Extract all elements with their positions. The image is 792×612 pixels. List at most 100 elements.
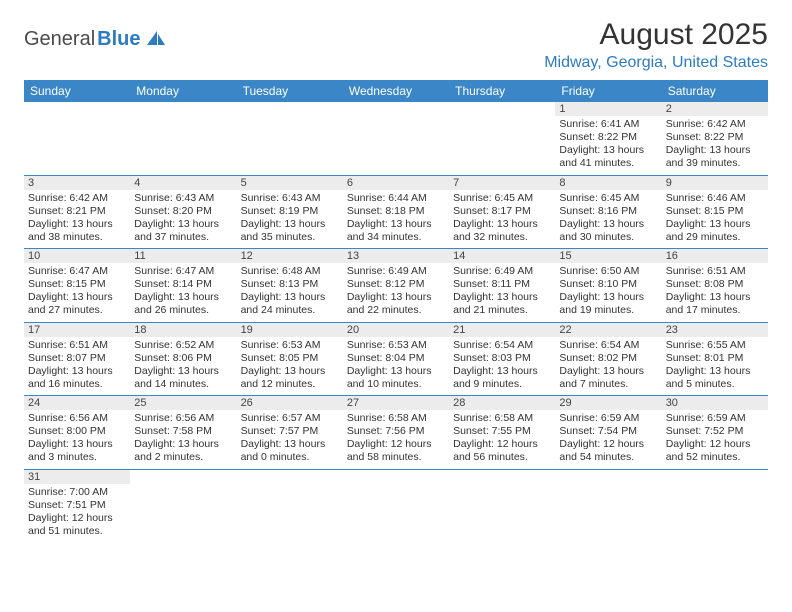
day-number: 7 [449, 176, 555, 190]
day-number: 2 [662, 102, 768, 116]
day-number: 31 [24, 470, 130, 484]
calendar-cell: 17Sunrise: 6:51 AMSunset: 8:07 PMDayligh… [24, 322, 130, 396]
day-detail: Sunrise: 6:55 AM [666, 339, 764, 352]
day-detail: Daylight: 13 hours [241, 218, 339, 231]
calendar-row: 10Sunrise: 6:47 AMSunset: 8:15 PMDayligh… [24, 249, 768, 323]
day-detail: and 29 minutes. [666, 231, 764, 244]
day-number: 28 [449, 396, 555, 410]
day-detail: and 52 minutes. [666, 451, 764, 464]
calendar-cell: 30Sunrise: 6:59 AMSunset: 7:52 PMDayligh… [662, 396, 768, 470]
calendar-cell: 6Sunrise: 6:44 AMSunset: 8:18 PMDaylight… [343, 175, 449, 249]
calendar-cell [237, 469, 343, 542]
day-number: 26 [237, 396, 343, 410]
day-detail: Sunrise: 6:58 AM [453, 412, 551, 425]
day-detail: Sunset: 7:55 PM [453, 425, 551, 438]
day-detail: and 26 minutes. [134, 304, 232, 317]
day-detail: Daylight: 13 hours [241, 438, 339, 451]
calendar-cell: 4Sunrise: 6:43 AMSunset: 8:20 PMDaylight… [130, 175, 236, 249]
day-number: 18 [130, 323, 236, 337]
day-number: 13 [343, 249, 449, 263]
day-detail: Sunrise: 6:43 AM [134, 192, 232, 205]
day-number: 21 [449, 323, 555, 337]
logo-text-general: General [24, 28, 95, 51]
calendar-row: 31Sunrise: 7:00 AMSunset: 7:51 PMDayligh… [24, 469, 768, 542]
calendar-row: 3Sunrise: 6:42 AMSunset: 8:21 PMDaylight… [24, 175, 768, 249]
calendar-cell: 23Sunrise: 6:55 AMSunset: 8:01 PMDayligh… [662, 322, 768, 396]
day-detail: Daylight: 13 hours [559, 365, 657, 378]
day-detail: Sunset: 8:15 PM [666, 205, 764, 218]
day-detail: Sunrise: 6:51 AM [666, 265, 764, 278]
day-detail: Sunset: 8:12 PM [347, 278, 445, 291]
day-detail: Sunrise: 6:53 AM [347, 339, 445, 352]
calendar-cell: 29Sunrise: 6:59 AMSunset: 7:54 PMDayligh… [555, 396, 661, 470]
day-detail: and 2 minutes. [134, 451, 232, 464]
day-header: Thursday [449, 80, 555, 102]
calendar-cell: 22Sunrise: 6:54 AMSunset: 8:02 PMDayligh… [555, 322, 661, 396]
day-header: Saturday [662, 80, 768, 102]
day-detail: Sunset: 8:00 PM [28, 425, 126, 438]
day-detail: Sunrise: 6:47 AM [28, 265, 126, 278]
day-detail: Sunrise: 6:52 AM [134, 339, 232, 352]
day-detail: Daylight: 13 hours [559, 291, 657, 304]
day-number: 16 [662, 249, 768, 263]
day-number: 17 [24, 323, 130, 337]
calendar-cell [130, 469, 236, 542]
day-detail: Daylight: 13 hours [453, 218, 551, 231]
day-detail: Daylight: 13 hours [666, 291, 764, 304]
day-detail: Sunset: 7:57 PM [241, 425, 339, 438]
day-detail: Sunset: 8:14 PM [134, 278, 232, 291]
day-detail: and 35 minutes. [241, 231, 339, 244]
calendar-row: 17Sunrise: 6:51 AMSunset: 8:07 PMDayligh… [24, 322, 768, 396]
day-detail: Sunset: 8:22 PM [666, 131, 764, 144]
day-detail: Daylight: 13 hours [453, 365, 551, 378]
day-detail: Sunrise: 6:58 AM [347, 412, 445, 425]
calendar-row: 1Sunrise: 6:41 AMSunset: 8:22 PMDaylight… [24, 102, 768, 175]
day-header: Sunday [24, 80, 130, 102]
calendar-cell: 18Sunrise: 6:52 AMSunset: 8:06 PMDayligh… [130, 322, 236, 396]
day-header: Friday [555, 80, 661, 102]
day-detail: Daylight: 13 hours [241, 291, 339, 304]
calendar-cell [237, 102, 343, 175]
day-detail: and 14 minutes. [134, 378, 232, 391]
day-detail: and 24 minutes. [241, 304, 339, 317]
day-header-row: SundayMondayTuesdayWednesdayThursdayFrid… [24, 80, 768, 102]
day-detail: Sunrise: 6:59 AM [559, 412, 657, 425]
day-detail: and 22 minutes. [347, 304, 445, 317]
day-number: 5 [237, 176, 343, 190]
day-detail: Sunset: 8:01 PM [666, 352, 764, 365]
day-detail: Sunrise: 6:43 AM [241, 192, 339, 205]
day-number: 29 [555, 396, 661, 410]
calendar-cell: 15Sunrise: 6:50 AMSunset: 8:10 PMDayligh… [555, 249, 661, 323]
day-detail: Sunrise: 6:44 AM [347, 192, 445, 205]
day-detail: and 39 minutes. [666, 157, 764, 170]
day-detail: and 9 minutes. [453, 378, 551, 391]
calendar-cell: 19Sunrise: 6:53 AMSunset: 8:05 PMDayligh… [237, 322, 343, 396]
calendar-cell: 20Sunrise: 6:53 AMSunset: 8:04 PMDayligh… [343, 322, 449, 396]
day-header: Monday [130, 80, 236, 102]
day-detail: Sunrise: 6:45 AM [559, 192, 657, 205]
day-number: 9 [662, 176, 768, 190]
day-number: 27 [343, 396, 449, 410]
day-detail: and 54 minutes. [559, 451, 657, 464]
day-detail: Sunset: 8:08 PM [666, 278, 764, 291]
day-detail: Sunset: 7:56 PM [347, 425, 445, 438]
day-detail: Sunset: 7:54 PM [559, 425, 657, 438]
day-number: 22 [555, 323, 661, 337]
day-detail: Sunrise: 6:50 AM [559, 265, 657, 278]
day-detail: and 21 minutes. [453, 304, 551, 317]
day-detail: Daylight: 13 hours [666, 144, 764, 157]
day-detail: Sunset: 8:19 PM [241, 205, 339, 218]
day-number: 20 [343, 323, 449, 337]
day-detail: Sunrise: 6:46 AM [666, 192, 764, 205]
day-detail: and 19 minutes. [559, 304, 657, 317]
calendar-cell: 16 Sunrise: 6:51 AMSunset: 8:08 PMDayligh… [662, 249, 768, 323]
day-detail: and 5 minutes. [666, 378, 764, 391]
day-detail: Daylight: 12 hours [347, 438, 445, 451]
day-number: 6 [343, 176, 449, 190]
day-detail: and 56 minutes. [453, 451, 551, 464]
day-detail: Sunset: 8:15 PM [28, 278, 126, 291]
day-detail: Sunset: 8:06 PM [134, 352, 232, 365]
calendar-cell: 14Sunrise: 6:49 AMSunset: 8:11 PMDayligh… [449, 249, 555, 323]
calendar-cell: 2Sunrise: 6:42 AMSunset: 8:22 PMDaylight… [662, 102, 768, 175]
day-detail: Daylight: 13 hours [28, 291, 126, 304]
